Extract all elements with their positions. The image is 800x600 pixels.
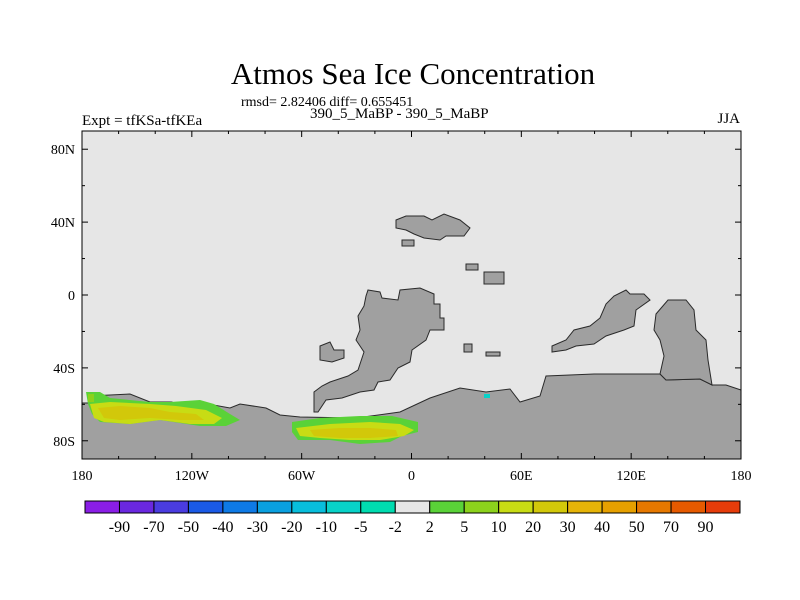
colorbar-box — [360, 500, 396, 514]
land-australia — [653, 299, 713, 386]
period-label: 390_5_MaBP - 390_5_MaBP — [310, 106, 489, 122]
lon-tick-label: 180 — [72, 469, 93, 484]
lon-tick-label: 60W — [288, 469, 316, 484]
colorbar-box — [291, 500, 327, 514]
lon-tick-label: 0 — [408, 469, 415, 484]
lat-tick-label: 40S — [53, 362, 75, 377]
colorbar-box — [463, 500, 500, 514]
colorbar-label: 30 — [560, 519, 576, 536]
colorbar-label: -30 — [247, 519, 268, 536]
colorbar-label: -40 — [212, 519, 233, 536]
colorbar-box — [705, 500, 741, 514]
colorbar-label: 5 — [460, 519, 468, 536]
colorbar-label: 50 — [629, 519, 645, 536]
colorbar-label: -5 — [354, 519, 367, 536]
stats-label: rmsd= 2.82406 diff= 0.655451 — [241, 95, 414, 110]
colorbar-label: -90 — [109, 519, 130, 536]
land-asia — [551, 289, 651, 353]
season-label: JJA — [717, 111, 740, 127]
colorbar-label: 10 — [491, 519, 507, 536]
land-masses — [81, 213, 742, 460]
colorbar-box — [429, 500, 465, 514]
colorbar-box — [532, 500, 569, 514]
colorbar-label: 90 — [698, 519, 714, 536]
anomaly-small-green — [88, 394, 94, 402]
lat-tick-group: 80N 40N 0 40S 80S — [51, 143, 741, 450]
colorbar-label: -70 — [143, 519, 164, 536]
anomaly-small-cyan — [484, 394, 490, 398]
lat-tick-label: 80S — [53, 435, 75, 450]
map-title: Atmos Sea Ice Concentration — [230, 56, 596, 91]
colorbar-label: -50 — [178, 519, 199, 536]
lon-tick-label: 180 — [731, 469, 752, 484]
colorbar-labels: -90 -70 -50 -40 -30 -20 -10 -5 -2 2 5 10 20 30 40 50 70 9… — [109, 519, 714, 536]
colorbar-box — [84, 500, 120, 514]
colorbar-box — [567, 500, 603, 514]
land-small-5 — [463, 343, 473, 353]
anomaly-pacific-orange — [98, 406, 204, 420]
lon-tick-label: 120W — [175, 469, 210, 484]
colorbar-box — [498, 500, 534, 514]
lon-tick-label: 60E — [510, 469, 533, 484]
land-eurasia — [395, 213, 471, 241]
sea-ice-anomalies — [86, 392, 490, 444]
land-west-blob — [319, 341, 345, 363]
lat-tick-label: 40N — [51, 216, 75, 231]
colorbar-label: 20 — [525, 519, 541, 536]
colorbar-box — [222, 500, 258, 514]
colorbar-box — [118, 500, 155, 514]
land-small-3 — [483, 271, 505, 285]
land-small-2 — [465, 263, 479, 271]
colorbar-label: -10 — [316, 519, 337, 536]
lat-tick-label: 80N — [51, 143, 75, 158]
colorbar-label: 70 — [663, 519, 679, 536]
colorbar-box — [153, 500, 189, 514]
colorbar-label: 2 — [426, 519, 434, 536]
lon-tick-label: 120E — [616, 469, 646, 484]
colorbar-box — [636, 500, 672, 514]
anomaly-atlantic-orange — [310, 428, 398, 438]
colorbar-box — [256, 500, 293, 514]
lon-tick-group: 180 120W 60W 0 60E 120E 180 — [72, 131, 752, 484]
colorbar-label: 40 — [594, 519, 610, 536]
land-small-1 — [401, 239, 415, 247]
colorbar-label: -2 — [389, 519, 402, 536]
colorbar-box — [394, 500, 431, 514]
land-africa-europe — [313, 287, 445, 413]
colorbar-box — [670, 500, 707, 514]
colorbar-boxes — [84, 500, 741, 514]
lat-tick-label: 0 — [68, 289, 75, 304]
land-small-4 — [485, 351, 501, 357]
colorbar-box — [187, 500, 224, 514]
colorbar-label: -20 — [281, 519, 302, 536]
colorbar-box — [325, 500, 362, 514]
colorbar-box — [601, 500, 638, 514]
experiment-label: Expt = tfKSa-tfKEa — [82, 113, 203, 129]
